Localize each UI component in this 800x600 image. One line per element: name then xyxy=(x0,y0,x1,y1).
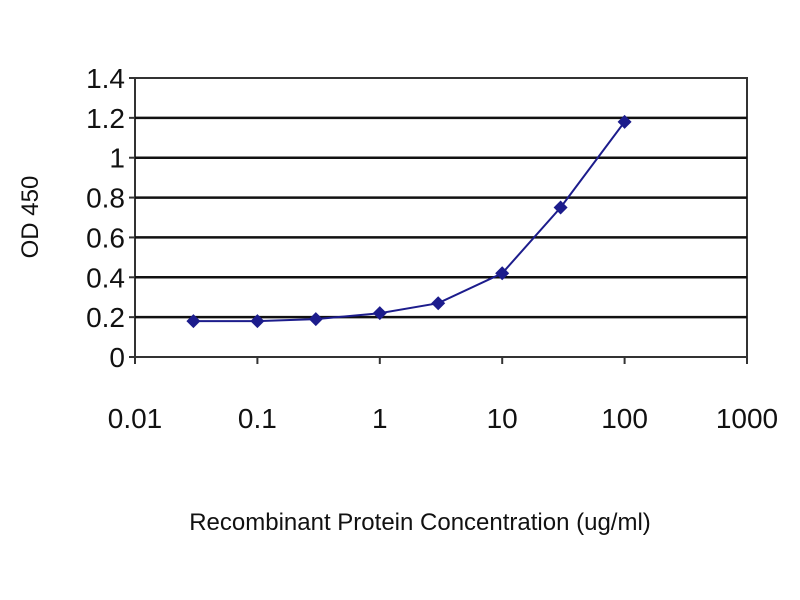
x-tick-label-4: 100 xyxy=(601,403,648,434)
data-point-0 xyxy=(186,314,201,329)
gridlines xyxy=(135,116,747,319)
x-tick-label-5: 1000 xyxy=(716,403,778,434)
y-tick-label-0: 0 xyxy=(109,342,125,373)
y-axis-title: OD 450 xyxy=(17,176,44,259)
x-tick-label-1: 0.1 xyxy=(238,403,277,434)
y-tick-label-3: 0.6 xyxy=(86,222,125,253)
data-point-4 xyxy=(431,296,446,311)
series-line-0 xyxy=(193,121,626,323)
y-tick-label-5: 1 xyxy=(109,143,125,174)
y-tick-label-7: 1.4 xyxy=(86,63,125,94)
data-series xyxy=(186,114,632,329)
x-tick-label-0: 0.01 xyxy=(108,403,163,434)
y-tick-label-2: 0.4 xyxy=(86,262,125,293)
data-point-1 xyxy=(250,314,265,329)
data-point-2 xyxy=(308,312,323,327)
data-point-6 xyxy=(553,200,568,215)
y-tick-label-1: 0.2 xyxy=(86,302,125,333)
axes xyxy=(129,77,748,364)
x-tick-label-3: 10 xyxy=(487,403,518,434)
tick-labels: 0 0.2 0.4 0.6 0.8 1 1.2 1.4 0.01 0.1 1 10 100 1000 xyxy=(86,63,778,434)
y-tick-label-6: 1.2 xyxy=(86,103,125,134)
data-point-3 xyxy=(372,306,387,321)
data-point-7 xyxy=(617,114,632,129)
data-point-5 xyxy=(495,266,510,281)
x-tick-label-2: 1 xyxy=(372,403,388,434)
x-axis-title: Recombinant Protein Concentration (ug/ml… xyxy=(189,509,651,536)
plot-area xyxy=(134,77,748,358)
y-tick-label-4: 0.8 xyxy=(86,183,125,214)
